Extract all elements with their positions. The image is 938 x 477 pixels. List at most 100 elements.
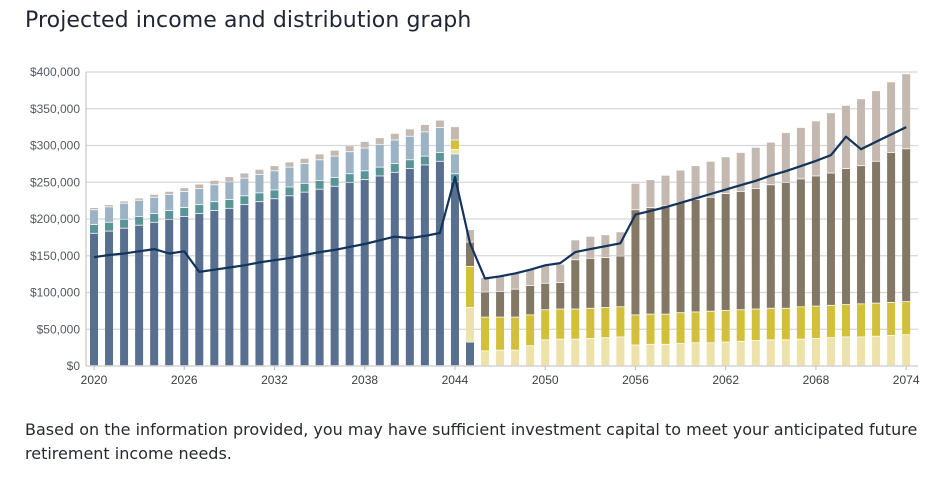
bar-segment (345, 174, 354, 183)
bar-segment (240, 173, 249, 178)
bar-segment (135, 198, 144, 200)
bar-segment (210, 185, 219, 202)
bar-segment (255, 174, 264, 193)
bar-segment (571, 260, 580, 309)
bar-segment (541, 340, 550, 366)
bar-segment (646, 344, 655, 366)
bar-stack-2061 (706, 161, 715, 366)
bar-segment (857, 304, 866, 337)
bar-segment (435, 152, 444, 161)
bar-stack-2057 (646, 180, 655, 366)
bar-segment (887, 82, 896, 153)
bar-segment (225, 177, 234, 182)
bar-segment (586, 338, 595, 366)
x-axis-tick-labels: 2020 2026 2032 2038 2044 2050 2056 2062 2068 2074 (81, 366, 920, 387)
bar-stack-2021 (105, 205, 114, 366)
bar-segment (736, 152, 745, 192)
bar-segment (180, 191, 189, 208)
income-need-polyline (93, 126, 907, 280)
bar-segment (375, 176, 384, 366)
bar-stack-2067 (796, 127, 805, 366)
y-tick-label: $350,000 (30, 102, 80, 116)
bar-stack-2030 (240, 173, 249, 366)
bar-segment (420, 124, 429, 132)
bar-segment (270, 171, 279, 190)
bar-segment (676, 313, 685, 344)
income-distribution-chart: $0 $50,000 $100,000 $150,000 $200,000 $250,00… (30, 65, 920, 387)
bar-segment (210, 202, 219, 211)
y-tick-label: $250,000 (30, 175, 80, 189)
x-tick-label: 2062 (712, 373, 739, 387)
bar-segment (496, 317, 505, 350)
bar-segment (195, 188, 204, 205)
bar-stack-2035 (315, 154, 324, 366)
bar-segment (601, 257, 610, 308)
bar-segment (556, 264, 565, 283)
bar-segment (255, 169, 264, 175)
bar-segment (616, 256, 625, 307)
x-tick-label: 2068 (803, 373, 830, 387)
bar-segment (857, 99, 866, 166)
bar-segment (165, 219, 174, 366)
bar-stack-2070 (842, 105, 850, 366)
bar-segment (330, 186, 339, 366)
bar-segment (375, 138, 384, 144)
bar-segment (360, 180, 369, 366)
bar-segment (165, 191, 174, 194)
bar-segment (150, 213, 159, 222)
bar-segment (826, 305, 835, 338)
bar-segment (736, 341, 745, 366)
bar-segment (511, 289, 520, 317)
bar-segment (195, 205, 204, 214)
bar-segment (526, 315, 535, 346)
bar-segment (165, 194, 174, 211)
bar-segment (781, 133, 790, 183)
bar-stack-2025 (165, 191, 174, 366)
bar-segment (315, 154, 324, 160)
bar-segment (872, 91, 881, 161)
bar-segment (466, 266, 474, 308)
bar-segment (420, 165, 429, 366)
bar-segment (225, 182, 234, 200)
bar-segment (315, 180, 324, 189)
bar-segment (721, 157, 730, 194)
bar-segment (240, 178, 249, 196)
bar-segment (210, 210, 219, 366)
bar-stack-2063 (736, 152, 745, 366)
bar-segment (661, 205, 670, 314)
bar-stack-2049 (526, 269, 535, 366)
bar-segment (706, 197, 715, 311)
y-tick-label: $50,000 (37, 322, 81, 336)
bar-segment (466, 230, 474, 242)
bar-segment (631, 315, 640, 345)
bar-segment (691, 343, 700, 366)
chart-title: Projected income and distribution graph (25, 8, 472, 33)
axes (85, 72, 918, 367)
bar-segment (586, 258, 595, 308)
bar-stack-2059 (676, 170, 685, 366)
bar-segment (405, 169, 414, 366)
x-tick-label: 2044 (442, 373, 469, 387)
x-tick-label: 2050 (532, 373, 559, 387)
bar-segment (330, 177, 339, 186)
bar-segment (661, 314, 670, 344)
bar-segment (90, 224, 98, 233)
bar-segment (435, 161, 444, 366)
bar-segment (511, 317, 520, 350)
bar-segment (466, 307, 474, 342)
bar-segment (676, 343, 685, 366)
bar-segment (706, 161, 715, 197)
bar-segment (811, 176, 820, 306)
bar-segment (676, 202, 685, 313)
bar-stack-2040 (390, 133, 399, 366)
bar-stack-2028 (210, 180, 219, 366)
bar-segment (496, 350, 505, 366)
bar-segment (781, 182, 790, 308)
bar-segment (887, 335, 896, 366)
x-tick-label: 2038 (351, 373, 378, 387)
bar-segment (661, 175, 670, 205)
bar-segment (571, 339, 580, 366)
bar-segment (796, 179, 805, 307)
stacked-bars (90, 74, 911, 366)
bar-segment (466, 342, 474, 366)
